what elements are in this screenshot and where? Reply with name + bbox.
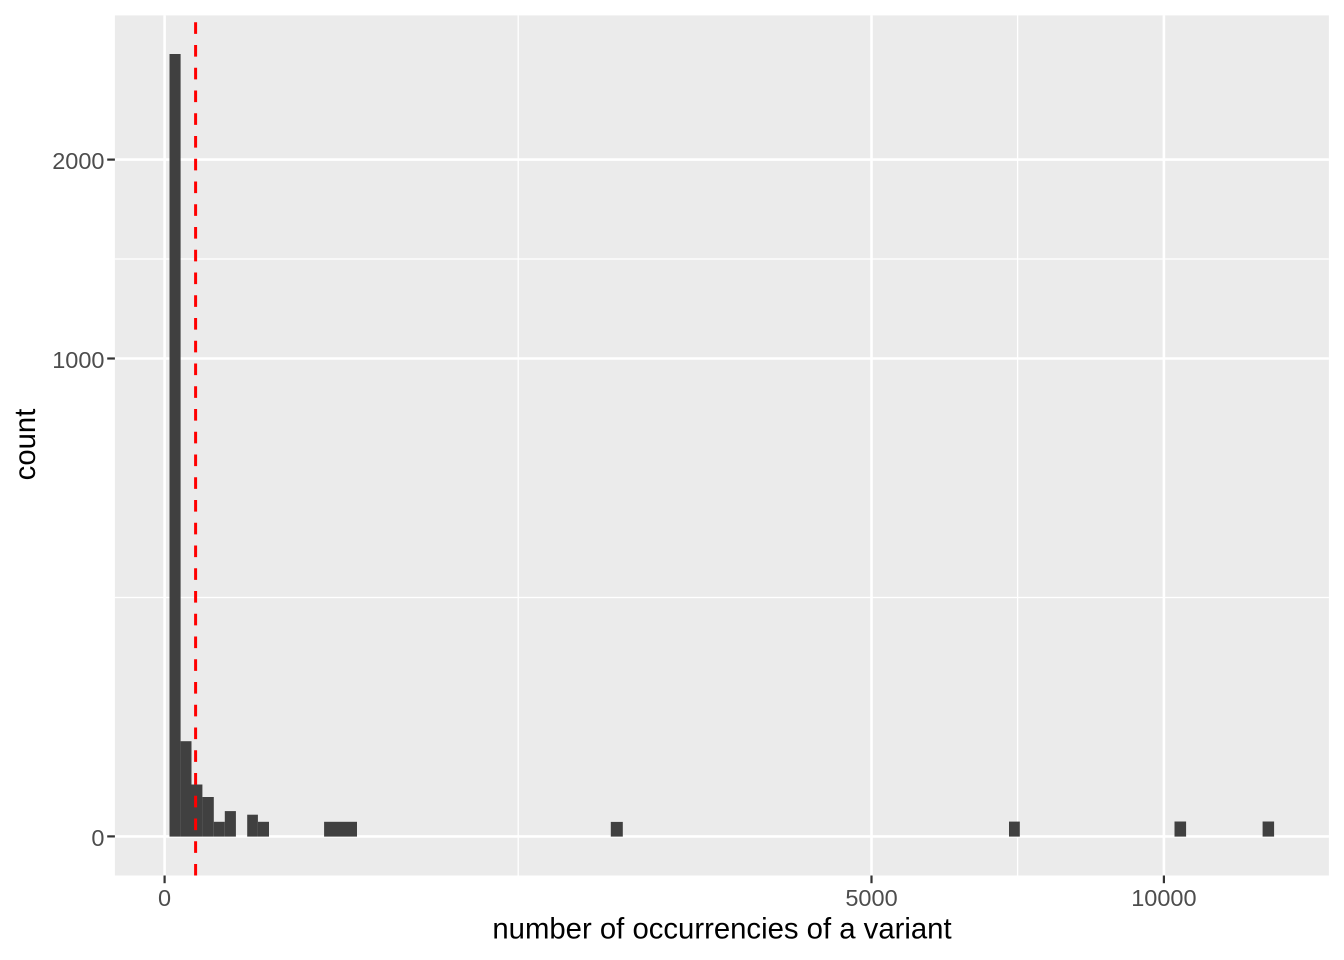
svg-text:5000: 5000 bbox=[845, 885, 897, 911]
svg-text:10000: 10000 bbox=[1131, 885, 1196, 911]
svg-text:count: count bbox=[9, 409, 42, 481]
svg-text:number of occurrencies of a va: number of occurrencies of a variant bbox=[492, 913, 951, 946]
svg-text:2000: 2000 bbox=[52, 148, 104, 174]
svg-text:0: 0 bbox=[158, 885, 171, 911]
svg-text:1000: 1000 bbox=[52, 347, 104, 373]
svg-text:0: 0 bbox=[91, 825, 104, 851]
